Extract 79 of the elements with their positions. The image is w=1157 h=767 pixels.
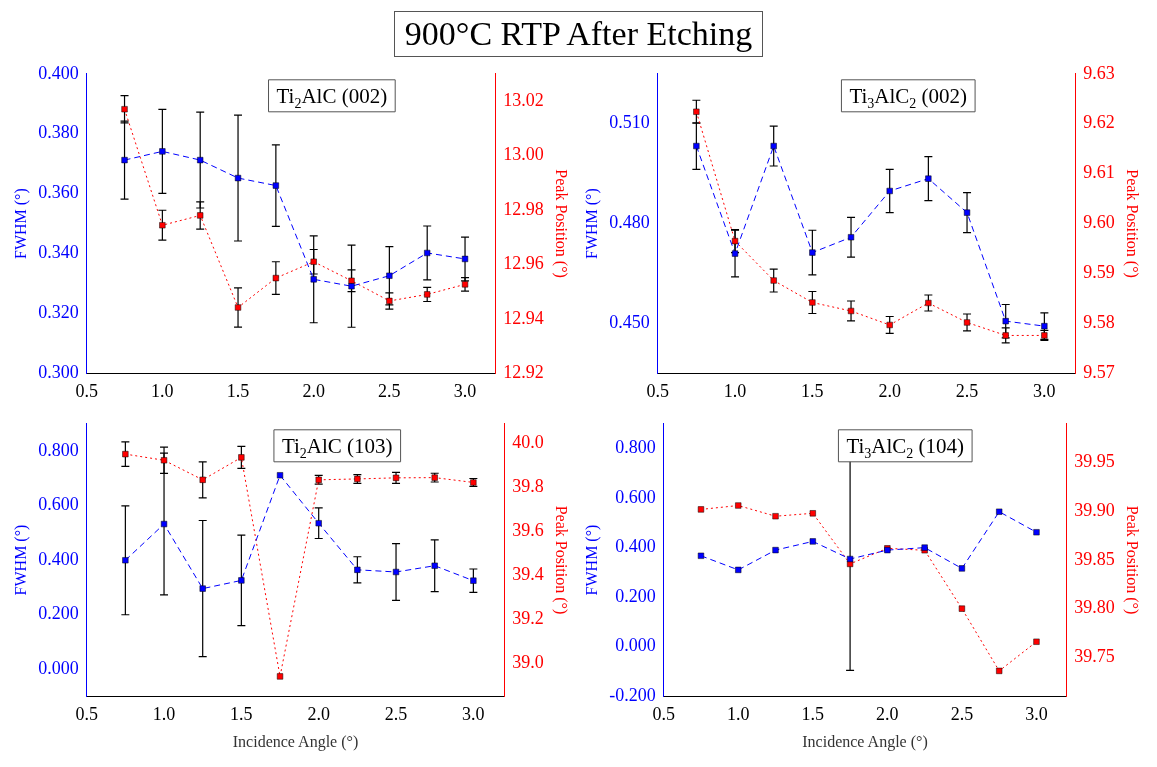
x-tick-label: 3.0 (1025, 703, 1048, 724)
x-tick-label: 3.0 (453, 380, 477, 401)
y-tick-label: 0.360 (38, 182, 79, 203)
y2-tick-label: 9.59 (1083, 262, 1115, 283)
y2-tick-label: 9.60 (1083, 212, 1115, 233)
x-tick-label: 1.0 (151, 380, 174, 401)
y2-axis-title: Peak Position (°) (552, 505, 571, 615)
y-tick-label: 0.380 (38, 122, 79, 143)
y-tick-label: 0.200 (615, 585, 656, 606)
y2-tick-label: 9.63 (1083, 62, 1115, 83)
x-tick-label: 1.0 (152, 703, 176, 724)
y2-tick-label: 12.98 (503, 198, 544, 219)
y-tick-label: 0.320 (38, 302, 79, 323)
y-tick-label: 0.450 (609, 312, 650, 333)
y2-tick-label: 12.96 (503, 253, 544, 274)
y2-tick-label: 39.90 (1074, 500, 1115, 521)
y-tick-label: 0.340 (38, 242, 79, 263)
x-tick-label: 3.0 (462, 703, 485, 724)
y2-axis-title: Peak Position (°) (1123, 169, 1142, 278)
x-axis-title: Incidence Angle (°) (232, 732, 359, 751)
x-tick-label: 1.5 (801, 703, 825, 724)
y2-tick-label: 39.80 (1074, 597, 1115, 618)
y2-tick-label: 9.58 (1083, 312, 1115, 333)
x-tick-label: 2.5 (384, 703, 408, 724)
y2-tick-label: 39.4 (512, 564, 544, 585)
y2-tick-label: 39.0 (512, 651, 544, 672)
y-tick-label: 0.800 (615, 437, 656, 458)
x-tick-label: 2.5 (378, 380, 401, 401)
y-tick-label: 0.300 (38, 362, 79, 383)
y-axis-title: FWHM (°) (11, 524, 30, 596)
y-tick-label: 0.000 (38, 657, 79, 678)
y-tick-label: 0.600 (38, 494, 79, 515)
x-tick-label: 0.5 (75, 380, 98, 401)
x-tick-label: 0.5 (75, 703, 98, 724)
y-tick-label: 0.400 (615, 536, 656, 557)
y2-tick-label: 12.94 (503, 307, 544, 328)
y-axis-title: FWHM (°) (11, 188, 30, 260)
y2-tick-label: 9.62 (1083, 112, 1115, 133)
y-axis-title: FWHM (°) (582, 524, 601, 596)
x-tick-label: 2.0 (878, 380, 901, 401)
x-tick-label: 3.0 (1033, 380, 1056, 401)
text: 900°C RTP After Etching (393, 11, 764, 57)
y-tick-label: 0.510 (609, 112, 650, 133)
y-tick-label: 0.600 (615, 486, 656, 507)
y2-axis-title: Peak Position (°) (1123, 505, 1142, 615)
y-tick-label: 0.400 (38, 62, 79, 83)
y2-tick-label: 39.6 (512, 520, 544, 541)
y2-axis-title: Peak Position (°) (552, 169, 571, 278)
x-tick-label: 2.5 (955, 380, 979, 401)
x-tick-label: 1.0 (727, 703, 750, 724)
x-tick-label: 0.5 (652, 703, 675, 724)
y2-tick-label: 39.85 (1074, 548, 1115, 569)
y-tick-label: 0.480 (609, 212, 650, 233)
y2-tick-label: 39.8 (512, 476, 544, 497)
x-tick-label: 1.0 (723, 380, 747, 401)
y2-tick-label: 39.75 (1074, 646, 1115, 667)
y-axis-title: FWHM (°) (582, 188, 601, 260)
y-tick-label: 0.400 (38, 548, 79, 569)
y2-tick-label: 9.61 (1083, 162, 1115, 183)
y2-tick-label: 12.92 (503, 362, 544, 383)
x-axis-title: Incidence Angle (°) (802, 732, 928, 751)
y-tick-label: 0.200 (38, 603, 79, 624)
y2-tick-label: 9.57 (1083, 362, 1115, 383)
y-tick-label: 0.000 (615, 635, 656, 656)
x-tick-label: 1.5 (230, 703, 253, 724)
y2-tick-label: 13.00 (503, 144, 544, 165)
x-tick-label: 1.5 (801, 380, 824, 401)
y2-tick-label: 39.2 (512, 608, 544, 629)
y2-tick-label: 39.95 (1074, 451, 1115, 472)
x-tick-label: 1.5 (226, 380, 250, 401)
x-tick-label: 2.0 (307, 703, 330, 724)
y-tick-label: 0.800 (38, 439, 79, 460)
x-tick-label: 0.5 (646, 380, 669, 401)
y2-tick-label: 13.02 (503, 89, 544, 110)
y-tick-label: -0.200 (609, 684, 656, 705)
x-tick-label: 2.5 (950, 703, 974, 724)
y2-tick-label: 40.0 (512, 432, 544, 453)
x-tick-label: 2.0 (302, 380, 325, 401)
x-tick-label: 2.0 (876, 703, 899, 724)
